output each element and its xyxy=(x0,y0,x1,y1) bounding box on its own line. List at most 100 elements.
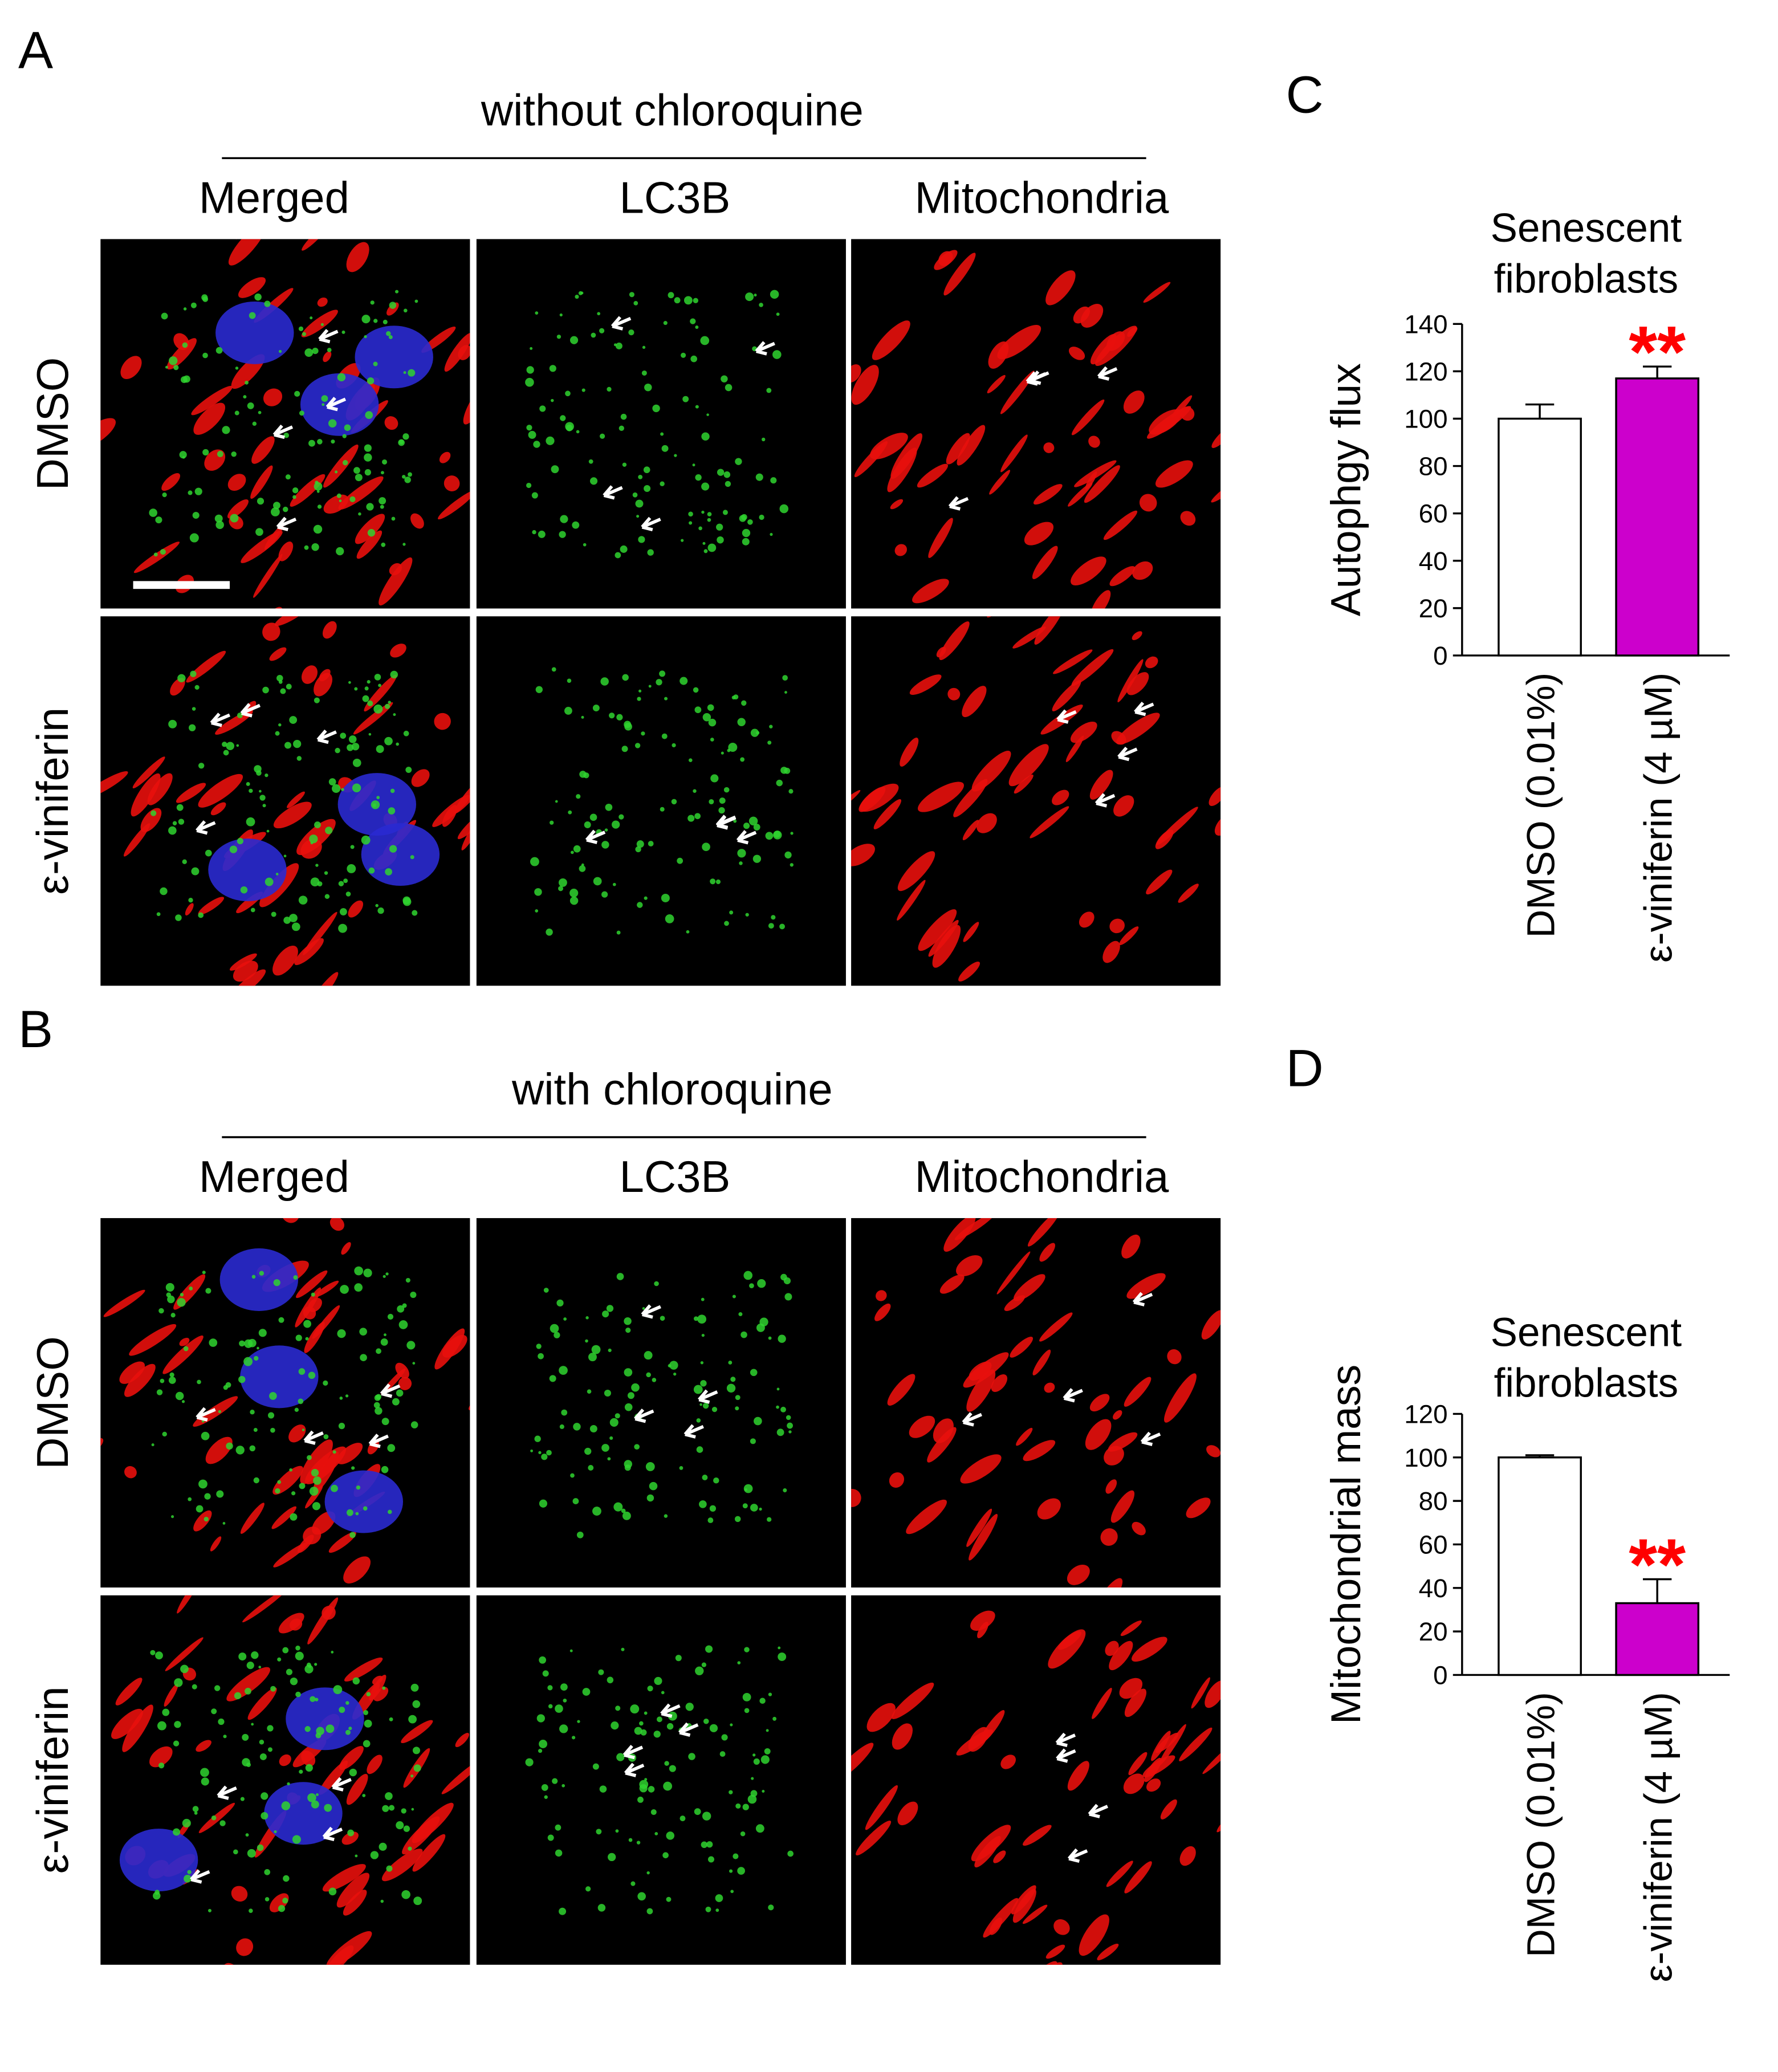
lc3b-puncta xyxy=(666,1896,672,1902)
mitochondria xyxy=(890,499,904,510)
mitochondria xyxy=(1127,327,1138,337)
lc3b-puncta xyxy=(766,1729,769,1732)
lc3b-puncta xyxy=(585,1339,588,1343)
lc3b-puncta xyxy=(158,1762,165,1769)
x-tick-label: ε-viniferin (4 µM) xyxy=(1636,673,1680,963)
lc3b-puncta xyxy=(538,530,546,538)
mitochondria xyxy=(897,1801,918,1826)
lc3b-puncta xyxy=(275,873,279,876)
chart-title: Senescent fibroblasts xyxy=(1490,205,1682,302)
lc3b-puncta xyxy=(734,1516,741,1523)
mitochondria xyxy=(894,544,908,556)
lc3b-puncta xyxy=(669,1765,676,1772)
micrograph-texture xyxy=(100,239,470,609)
lc3b-puncta xyxy=(180,1664,189,1674)
lc3b-puncta xyxy=(277,1657,282,1662)
mitochondria xyxy=(1043,442,1055,453)
chart-title: Senescent fibroblasts xyxy=(1490,1309,1682,1406)
lc3b-puncta xyxy=(366,1692,371,1696)
mitochondria xyxy=(865,1785,898,1830)
mitochondria xyxy=(1234,842,1289,885)
lc3b-puncta xyxy=(324,1804,332,1812)
lc3b-puncta xyxy=(538,1451,542,1455)
lc3b-puncta xyxy=(410,1774,414,1778)
lc3b-puncta xyxy=(759,1698,766,1704)
lc3b-puncta xyxy=(363,1268,372,1277)
lc3b-puncta xyxy=(733,819,737,823)
mitochondria xyxy=(956,1255,983,1277)
lc3b-puncta xyxy=(547,1685,553,1691)
mitochondria xyxy=(455,1732,470,1748)
lc3b-puncta xyxy=(157,1721,166,1731)
lc3b-puncta xyxy=(355,1854,358,1858)
lc3b-puncta xyxy=(398,1320,408,1329)
lc3b-puncta xyxy=(535,311,539,315)
lc3b-puncta xyxy=(675,1655,682,1662)
mitochondria xyxy=(1065,735,1084,762)
lc3b-puncta xyxy=(632,492,638,498)
lc3b-puncta xyxy=(783,1277,791,1285)
lc3b-puncta xyxy=(211,1815,217,1821)
mitochondria xyxy=(278,1613,304,1634)
lc3b-puncta xyxy=(745,913,749,917)
mitochondria xyxy=(322,1864,366,1892)
lc3b-puncta xyxy=(332,784,341,793)
mitochondria xyxy=(228,239,266,266)
lc3b-puncta xyxy=(660,807,665,812)
lc3b-puncta xyxy=(780,767,788,774)
bar xyxy=(1615,377,1700,657)
mitochondria xyxy=(1110,1490,1135,1523)
lc3b-puncta xyxy=(701,432,710,441)
lc3b-puncta xyxy=(312,1502,321,1511)
lc3b-puncta xyxy=(637,697,641,701)
mitochondria xyxy=(1186,1497,1211,1519)
lc3b-puncta xyxy=(723,787,730,793)
arrow xyxy=(1097,366,1118,381)
lc3b-puncta xyxy=(325,827,333,835)
lc3b-puncta xyxy=(729,1869,733,1873)
lc3b-puncta xyxy=(607,1457,611,1461)
lc3b-puncta xyxy=(743,1484,753,1493)
lc3b-puncta xyxy=(162,1431,167,1437)
lc3b-puncta xyxy=(599,328,605,333)
mitochondria xyxy=(124,1363,156,1397)
lc3b-puncta xyxy=(337,1329,346,1338)
arrow xyxy=(368,1434,389,1448)
lc3b-puncta xyxy=(348,1727,352,1731)
lc3b-puncta xyxy=(320,323,324,326)
lc3b-puncta xyxy=(768,1904,774,1911)
lc3b-puncta xyxy=(649,1481,658,1491)
lc3b-puncta xyxy=(784,1293,792,1301)
lc3b-puncta xyxy=(565,424,573,432)
lc3b-puncta xyxy=(380,504,384,509)
lc3b-puncta xyxy=(646,1494,654,1502)
lc3b-puncta xyxy=(571,1736,576,1740)
lc3b-puncta xyxy=(291,922,300,931)
lc3b-puncta xyxy=(283,1875,290,1882)
lc3b-puncta xyxy=(388,1805,395,1811)
lc3b-puncta xyxy=(573,1423,581,1431)
mitochondria xyxy=(1011,1885,1036,1915)
lc3b-puncta xyxy=(376,796,380,800)
arrow xyxy=(196,1407,216,1422)
mitochondria xyxy=(131,773,161,817)
lc3b-puncta xyxy=(584,1447,592,1455)
mitochondria xyxy=(1202,1740,1221,1774)
lc3b-puncta xyxy=(349,496,356,502)
mitochondria xyxy=(1102,941,1120,963)
lc3b-puncta xyxy=(592,1763,599,1770)
lc3b-puncta xyxy=(638,536,645,543)
arrow xyxy=(641,516,661,532)
mitochondria xyxy=(897,851,935,892)
lc3b-puncta xyxy=(766,388,772,393)
lc3b-puncta xyxy=(335,747,340,754)
lc3b-puncta xyxy=(388,335,393,339)
lc3b-puncta xyxy=(742,538,750,546)
lc3b-puncta xyxy=(243,395,247,399)
lc3b-puncta xyxy=(317,439,323,445)
lc3b-puncta xyxy=(611,1721,619,1730)
mitochondria xyxy=(1126,1273,1166,1299)
lc3b-puncta xyxy=(192,511,200,519)
mitochondria xyxy=(103,1289,145,1317)
mitochondria xyxy=(326,1931,372,1965)
